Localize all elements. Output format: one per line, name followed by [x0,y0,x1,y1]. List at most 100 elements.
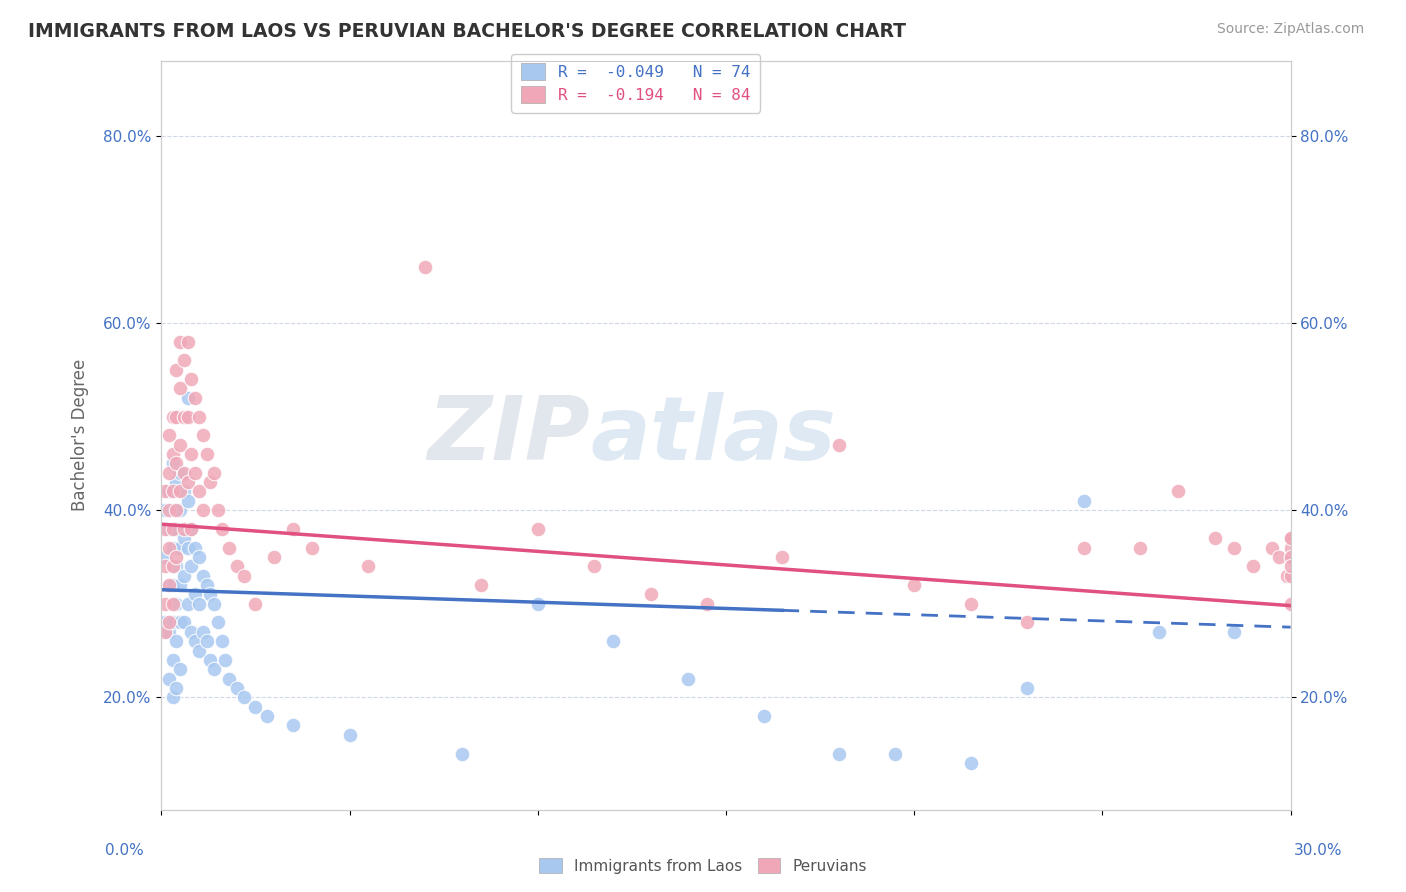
Point [165,681,187,695]
Point [162,653,184,667]
Point [195,447,218,461]
Point [526,597,548,611]
Point [165,597,187,611]
Point [233,690,256,705]
Point [165,522,187,536]
Point [173,466,195,480]
Point [162,484,184,499]
Point [184,391,207,405]
Point [162,578,184,592]
Point [1279,568,1302,582]
Point [413,260,436,274]
Point [1204,531,1226,545]
Point [169,466,191,480]
Point [200,475,222,489]
Point [157,541,180,555]
Point [301,541,323,555]
Point [169,484,191,499]
Point [162,409,184,424]
Point [1279,559,1302,574]
Point [256,709,278,723]
Point [245,699,267,714]
Point [176,475,198,489]
Point [176,391,198,405]
Point [169,541,191,555]
Point [176,597,198,611]
Point [1279,531,1302,545]
Point [157,484,180,499]
Point [245,597,267,611]
Point [153,484,176,499]
Point [180,447,202,461]
Point [153,615,176,630]
Point [1279,597,1302,611]
Point [1279,549,1302,564]
Point [162,503,184,517]
Point [207,503,229,517]
Point [162,559,184,574]
Point [602,634,624,648]
Legend: R =  -0.049   N = 74, R =  -0.194   N = 84: R = -0.049 N = 74, R = -0.194 N = 84 [512,54,759,112]
Point [1017,681,1039,695]
Point [153,503,176,517]
Point [188,409,211,424]
Point [169,578,191,592]
Point [180,624,202,639]
Point [1129,541,1152,555]
Point [162,522,184,536]
Text: 0.0%: 0.0% [105,843,145,858]
Point [1017,615,1039,630]
Point [195,578,218,592]
Point [153,522,176,536]
Point [1279,549,1302,564]
Point [752,709,775,723]
Point [169,503,191,517]
Point [176,334,198,349]
Point [169,615,191,630]
Point [770,549,793,564]
Point [180,522,202,536]
Point [200,653,222,667]
Point [211,522,233,536]
Point [188,643,211,657]
Point [281,522,304,536]
Point [1279,531,1302,545]
Point [153,549,176,564]
Point [157,522,180,536]
Point [281,718,304,732]
Point [202,466,225,480]
Point [451,747,474,761]
Point [176,409,198,424]
Point [169,437,191,451]
Point [191,503,214,517]
Text: ZIP: ZIP [427,392,591,479]
Point [165,409,187,424]
Point [173,484,195,499]
Point [339,728,361,742]
Point [162,541,184,555]
Point [218,541,240,555]
Text: 30.0%: 30.0% [1295,843,1343,858]
Point [165,363,187,377]
Point [165,475,187,489]
Point [1223,541,1246,555]
Point [191,428,214,442]
Point [153,559,176,574]
Point [1279,531,1302,545]
Point [640,587,662,601]
Point [678,672,700,686]
Point [165,503,187,517]
Point [162,456,184,470]
Point [184,634,207,648]
Point [214,653,236,667]
Point [195,634,218,648]
Y-axis label: Bachelor's Degree: Bachelor's Degree [72,359,89,511]
Text: atlas: atlas [591,392,837,479]
Point [1279,541,1302,555]
Point [225,681,247,695]
Point [188,484,211,499]
Point [1073,541,1095,555]
Point [169,662,191,676]
Point [207,615,229,630]
Point [1167,484,1189,499]
